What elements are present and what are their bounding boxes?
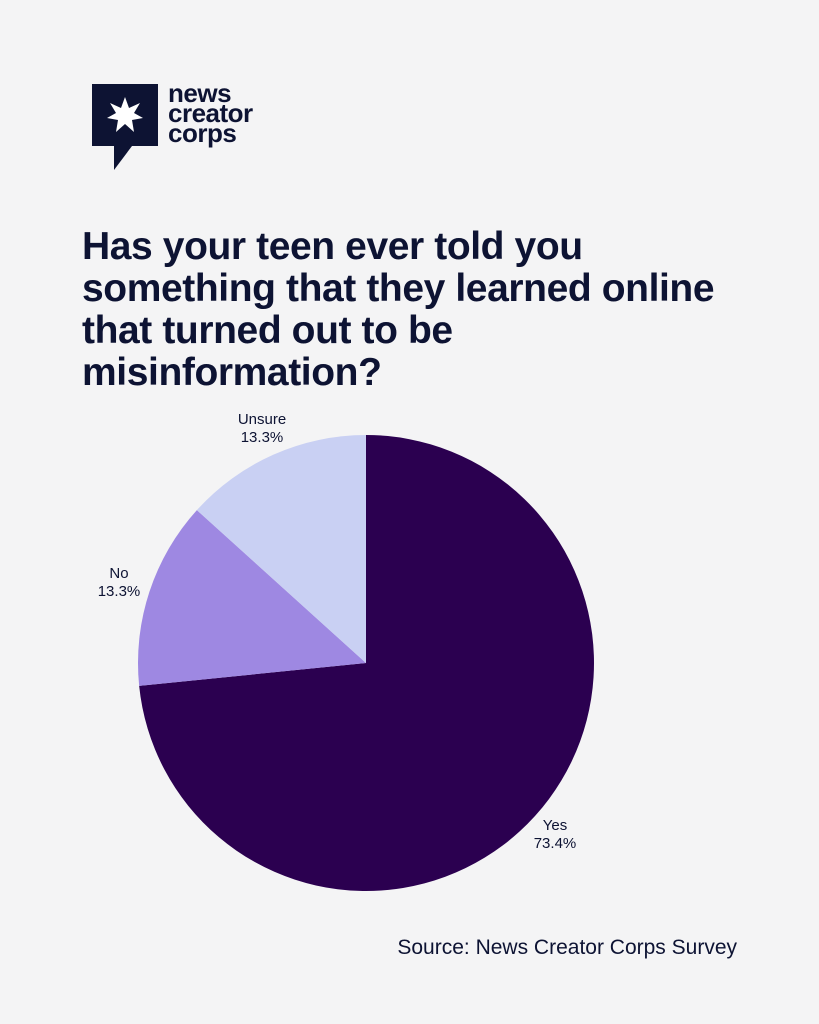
slice-label-yes: Yes [543,817,567,834]
slice-label-unsure: Unsure [238,411,286,428]
brand-word-news: news [168,78,232,108]
chart-title: Has your teen ever told you something th… [82,225,715,394]
slice-value-no: 13.3% [98,583,141,600]
pie-slice-no [137,510,366,686]
source-note: Source: News Creator Corps Survey [397,936,737,959]
brand-logo: news creator corps [92,78,253,172]
slice-value-yes: 73.4% [534,835,577,852]
brand-word-corps: corps [168,118,237,148]
slice-label-no: No [109,565,128,582]
brand-wordmark: news creator corps [168,78,253,148]
pie-slice-unsure [196,435,366,663]
brand-word-creator: creator [168,98,253,128]
slice-value-unsure: 13.3% [241,429,284,446]
speech-bubble-star-icon [92,84,158,170]
pie-slice-yes [139,435,594,891]
